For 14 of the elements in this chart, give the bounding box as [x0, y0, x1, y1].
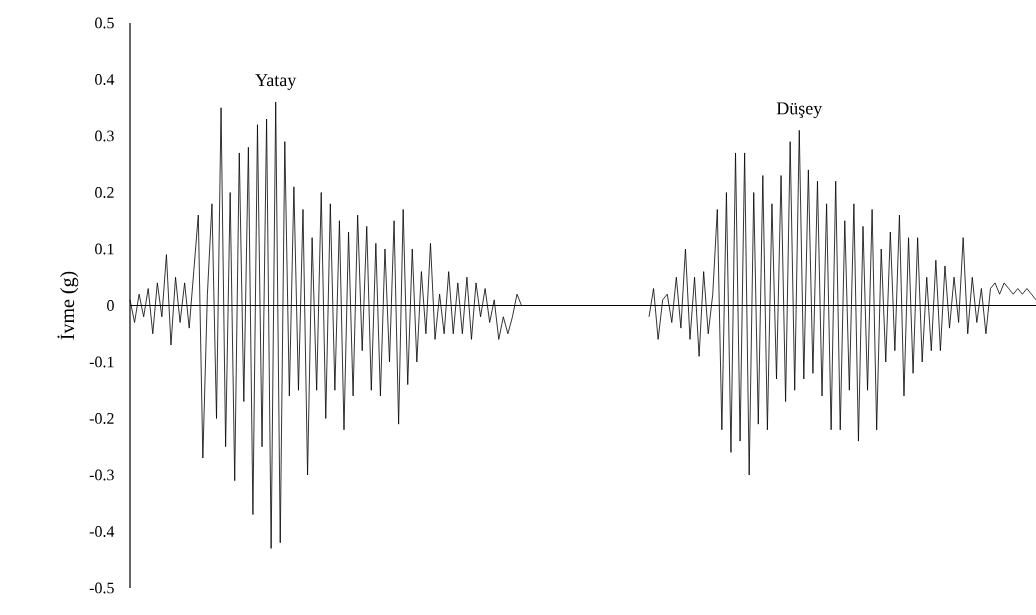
- y-tick-label: 0.2: [95, 187, 114, 198]
- y-tick-label: 0.3: [95, 130, 114, 142]
- y-tick-label: 0: [107, 300, 114, 311]
- y-tick-label: -0.2: [89, 413, 114, 424]
- y-axis-title: İvme (g): [57, 271, 79, 340]
- y-tick-label: 0.4: [95, 74, 115, 85]
- y-tick-label: -0.5: [89, 582, 114, 594]
- y-tick-label: 0.1: [95, 243, 114, 255]
- y-tick-label: -0.1: [89, 356, 114, 368]
- series-label: Düşey: [776, 102, 823, 119]
- series-label: Yatay: [255, 74, 297, 90]
- y-tick-label: -0.4: [89, 526, 115, 537]
- y-tick-label: 0.5: [95, 17, 114, 29]
- y-tick-label: -0.3: [89, 469, 114, 481]
